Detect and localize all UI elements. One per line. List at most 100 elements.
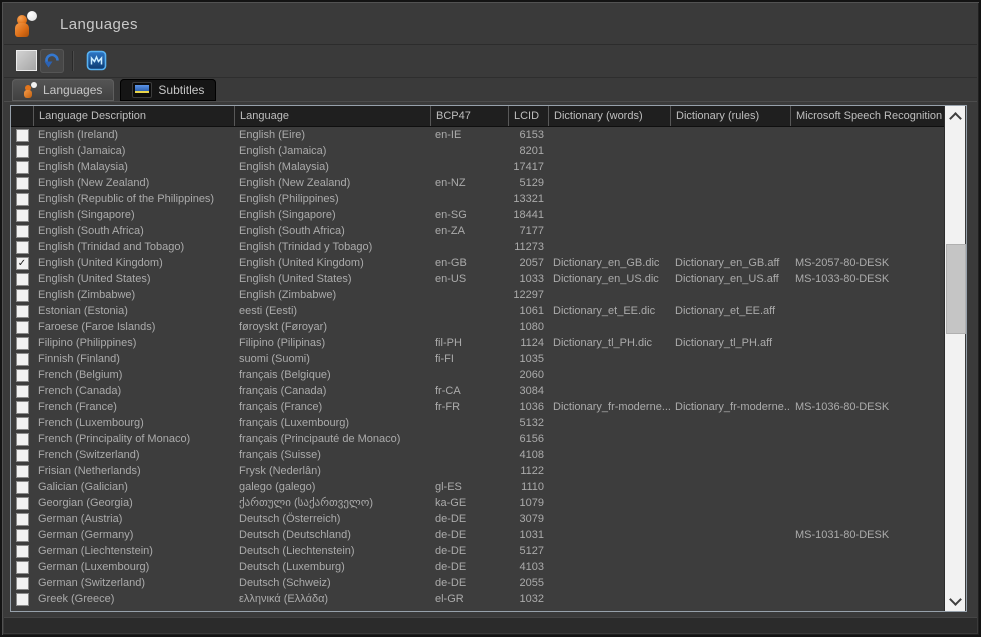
- row-checkbox[interactable]: [15, 400, 29, 414]
- column-header-language-description[interactable]: Language Description: [33, 106, 234, 126]
- table-row[interactable]: French (Principality of Monaco) français …: [11, 431, 944, 447]
- column-header-ms-speech-recognition[interactable]: Microsoft Speech Recognition: [790, 106, 944, 126]
- vertical-scrollbar[interactable]: [944, 106, 966, 611]
- row-checkbox[interactable]: [15, 320, 29, 334]
- table-row[interactable]: Frisian (Netherlands) Frysk (Nederlân) 112…: [11, 463, 944, 479]
- row-checkbox[interactable]: [15, 592, 29, 606]
- row-checkbox[interactable]: [15, 304, 29, 318]
- cell-ms: [790, 159, 944, 175]
- row-checkbox[interactable]: [15, 144, 29, 158]
- row-checkbox[interactable]: [15, 448, 29, 462]
- tab-subtitles[interactable]: Subtitles: [120, 79, 217, 101]
- column-header-language[interactable]: Language: [234, 106, 430, 126]
- table-row[interactable]: Georgian (Georgia) ქართული (საქართველო) ka…: [11, 495, 944, 511]
- row-checkbox[interactable]: [15, 128, 29, 142]
- cell-aff: [670, 511, 790, 527]
- table-row[interactable]: French (Luxembourg) français (Luxembourg)…: [11, 415, 944, 431]
- row-checkbox[interactable]: [15, 272, 29, 286]
- row-checkbox[interactable]: [15, 288, 29, 302]
- row-checkbox[interactable]: [15, 576, 29, 590]
- tab-label: Languages: [43, 83, 103, 97]
- checkbox-cell: [11, 495, 33, 511]
- scrollbar-thumb[interactable]: [946, 244, 966, 334]
- table-row[interactable]: French (France) français (France) fr-FR 103…: [11, 399, 944, 415]
- cell-ms: MS-1033-80-DESK: [795, 273, 890, 285]
- speech-settings-button[interactable]: [84, 49, 108, 73]
- table-row[interactable]: English (Republic of the Philippines) Eng…: [11, 191, 944, 207]
- table-row[interactable]: French (Canada) français (Canada) fr-CA 308…: [11, 383, 944, 399]
- table-row[interactable]: French (Belgium) français (Belgique) 2060: [11, 367, 944, 383]
- row-checkbox[interactable]: ✓: [15, 256, 29, 270]
- table-row[interactable]: Filipino (Philippines) Filipino (Pilipina…: [11, 335, 944, 351]
- table-row[interactable]: German (Germany) Deutsch (Deutschland) de-…: [11, 527, 944, 543]
- table-row[interactable]: English (South Africa) English (South Afr…: [11, 223, 944, 239]
- row-checkbox[interactable]: [15, 464, 29, 478]
- row-checkbox[interactable]: [15, 528, 29, 542]
- cell-bcp47: [430, 303, 508, 319]
- row-checkbox[interactable]: [15, 160, 29, 174]
- row-checkbox[interactable]: [15, 544, 29, 558]
- table-row[interactable]: German (Liechtenstein) Deutsch (Liechtens…: [11, 543, 944, 559]
- column-header-bcp47[interactable]: BCP47: [430, 106, 508, 126]
- cell-lcid: 5127: [519, 545, 544, 557]
- column-header-lcid[interactable]: LCID: [508, 106, 548, 126]
- row-checkbox[interactable]: [15, 384, 29, 398]
- table-row[interactable]: Galician (Galician) galego (galego) gl-ES 1…: [11, 479, 944, 495]
- cell-aff: [670, 175, 790, 191]
- table-row[interactable]: Faroese (Faroe Islands) føroyskt (Føroyar…: [11, 319, 944, 335]
- column-header-dictionary-words[interactable]: Dictionary (words): [548, 106, 670, 126]
- table-row[interactable]: Finnish (Finland) suomi (Suomi) fi-FI 1035: [11, 351, 944, 367]
- cell-ms: [790, 175, 944, 191]
- scrollbar-down-button[interactable]: [945, 591, 965, 611]
- table-row[interactable]: German (Switzerland) Deutsch (Schweiz) de-…: [11, 575, 944, 591]
- table-row[interactable]: English (Singapore) English (Singapore) en…: [11, 207, 944, 223]
- cell-lang: galego (galego): [239, 481, 316, 493]
- cell-lcid: 1033: [519, 273, 544, 285]
- table-row[interactable]: English (Zimbabwe) English (Zimbabwe) 1229…: [11, 287, 944, 303]
- table-row[interactable]: English (New Zealand) English (New Zealan…: [11, 175, 944, 191]
- cell-bcp47: gl-ES: [435, 481, 462, 493]
- table-row[interactable]: English (Ireland) English (Eire) en-IE 6153: [11, 127, 944, 143]
- row-checkbox[interactable]: [15, 336, 29, 350]
- cell-desc: French (Belgium): [38, 369, 123, 381]
- column-header-checkbox[interactable]: [11, 106, 33, 126]
- cell-desc: French (Principality of Monaco): [38, 433, 191, 445]
- row-checkbox[interactable]: [15, 224, 29, 238]
- row-checkbox[interactable]: [15, 352, 29, 366]
- row-checkbox[interactable]: [15, 240, 29, 254]
- row-checkbox[interactable]: [15, 432, 29, 446]
- table-row[interactable]: English (United States) English (United S…: [11, 271, 944, 287]
- row-checkbox[interactable]: [15, 560, 29, 574]
- row-checkbox[interactable]: [15, 496, 29, 510]
- table-row[interactable]: German (Luxembourg) Deutsch (Luxemburg) de…: [11, 559, 944, 575]
- undo-button[interactable]: [40, 48, 64, 73]
- table-row[interactable]: ✓ English (United Kingdom) English (United…: [11, 255, 944, 271]
- row-checkbox[interactable]: [15, 512, 29, 526]
- cell-aff: Dictionary_tl_PH.aff: [675, 337, 773, 349]
- column-header-dictionary-rules[interactable]: Dictionary (rules): [670, 106, 790, 126]
- cell-lcid: 1079: [519, 497, 544, 509]
- row-checkbox[interactable]: [15, 192, 29, 206]
- cell-desc: Finnish (Finland): [38, 353, 120, 365]
- row-checkbox[interactable]: [15, 416, 29, 430]
- checkbox-cell: [11, 143, 33, 159]
- cell-desc: English (Jamaica): [38, 145, 126, 157]
- tab-languages[interactable]: Languages: [12, 79, 115, 101]
- row-checkbox[interactable]: [15, 208, 29, 222]
- row-checkbox[interactable]: [15, 176, 29, 190]
- table-row[interactable]: English (Jamaica) English (Jamaica) 8201: [11, 143, 944, 159]
- cell-lang: eesti (Eesti): [239, 305, 298, 317]
- checkbox-cell: [11, 127, 33, 143]
- table-row[interactable]: English (Trinidad and Tobago) English (Tr…: [11, 239, 944, 255]
- row-checkbox[interactable]: [15, 480, 29, 494]
- table-row[interactable]: Estonian (Estonia) eesti (Eesti) 1061 Dicti…: [11, 303, 944, 319]
- table-row[interactable]: Greek (Greece) ελληνικά (Ελλάδα) el-GR 1032: [11, 591, 944, 607]
- table-row[interactable]: German (Austria) Deutsch (Österreich) de-D…: [11, 511, 944, 527]
- cell-desc: English (Zimbabwe): [38, 289, 136, 301]
- table-row[interactable]: English (Malaysia) English (Malaysia) 1741…: [11, 159, 944, 175]
- row-checkbox[interactable]: [15, 368, 29, 382]
- blank-square-button[interactable]: [14, 49, 38, 73]
- scrollbar-up-button[interactable]: [945, 106, 965, 126]
- table-row[interactable]: French (Switzerland) français (Suisse) 410…: [11, 447, 944, 463]
